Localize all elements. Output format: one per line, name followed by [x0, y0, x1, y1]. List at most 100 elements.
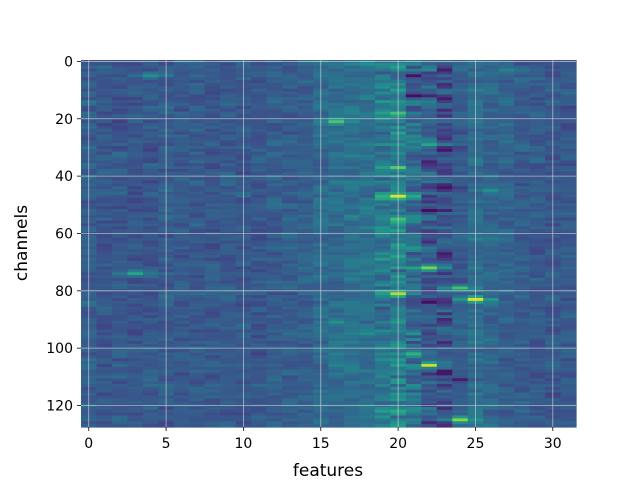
heatmap-cell: [204, 378, 221, 382]
heatmap-cell: [142, 100, 159, 104]
heatmap-cell: [111, 71, 129, 75]
heatmap-cell: [514, 82, 531, 87]
heatmap-cell: [359, 332, 376, 336]
heatmap-cell: [220, 223, 237, 227]
heatmap-cell: [204, 329, 221, 333]
heatmap-cell: [111, 363, 129, 368]
heatmap-cell: [483, 105, 500, 110]
heatmap-cell: [173, 128, 190, 133]
heatmap-cell: [498, 395, 515, 399]
heatmap-cell: [359, 220, 376, 225]
heatmap-cell: [142, 272, 159, 276]
heatmap-cell: [436, 254, 453, 259]
heatmap-cell: [96, 415, 113, 419]
heatmap-cell: [452, 292, 469, 296]
heatmap-cell: [142, 283, 159, 288]
heatmap-cell: [498, 191, 515, 196]
heatmap-cell: [529, 82, 546, 87]
heatmap-cell: [251, 194, 268, 199]
heatmap-cell: [514, 217, 531, 222]
heatmap-cell: [282, 148, 299, 153]
heatmap-cell: [220, 82, 237, 87]
heatmap-cell: [297, 249, 314, 253]
heatmap-cell: [251, 197, 268, 202]
heatmap-cell: [452, 125, 469, 130]
heatmap-cell: [189, 108, 206, 113]
heatmap-cell: [436, 88, 453, 93]
heatmap-cell: [297, 200, 314, 204]
heatmap-cell: [142, 137, 159, 141]
heatmap-cell: [204, 137, 221, 141]
heatmap-cell: [374, 88, 391, 93]
heatmap-cell: [173, 194, 190, 199]
heatmap-cell: [96, 203, 113, 207]
heatmap-cell: [142, 131, 159, 136]
heatmap-cell: [96, 363, 113, 368]
heatmap-cell: [359, 154, 376, 159]
heatmap-cell: [529, 148, 546, 153]
heatmap-cell: [498, 375, 515, 379]
heatmap-cell: [421, 343, 438, 348]
heatmap-cell: [483, 280, 500, 285]
heatmap-cell: [266, 254, 283, 259]
heatmap-cell: [142, 323, 159, 328]
heatmap-cell: [405, 372, 422, 376]
heatmap-cell: [266, 194, 283, 199]
heatmap-cell: [297, 194, 314, 199]
heatmap-cell: [266, 286, 283, 290]
heatmap-cell: [436, 280, 453, 285]
heatmap-cell: [127, 272, 144, 276]
heatmap-cell: [374, 340, 391, 345]
heatmap-cell: [127, 363, 144, 368]
heatmap-cell: [173, 189, 190, 193]
heatmap-cell: [421, 409, 438, 414]
heatmap-cell: [251, 203, 268, 207]
heatmap-cell: [483, 260, 500, 265]
heatmap-cell: [452, 114, 469, 118]
heatmap-cell: [328, 338, 345, 342]
heatmap-cell: [421, 209, 438, 213]
heatmap-cell: [297, 209, 314, 213]
heatmap-cell: [452, 226, 469, 230]
heatmap-cell: [111, 358, 129, 362]
heatmap-cell: [173, 74, 190, 78]
heatmap-cell: [436, 349, 453, 354]
heatmap-cell: [96, 82, 113, 87]
heatmap-cell: [405, 386, 422, 391]
heatmap-cell: [374, 315, 391, 319]
heatmap-cell: [560, 332, 577, 336]
heatmap-cell: [282, 415, 299, 419]
heatmap-cell: [343, 80, 361, 84]
heatmap-cell: [266, 217, 283, 222]
heatmap-cell: [266, 277, 283, 282]
heatmap-cell: [297, 125, 314, 130]
heatmap-cell: [142, 151, 159, 156]
heatmap-cell: [529, 332, 546, 336]
heatmap-cell: [328, 94, 345, 98]
heatmap-cell: [111, 194, 129, 199]
heatmap-cell: [111, 103, 129, 107]
heatmap-cell: [220, 269, 237, 273]
heatmap-cell: [374, 214, 391, 219]
heatmap-cell: [297, 128, 314, 133]
heatmap-cell: [405, 148, 422, 153]
heatmap-cell: [96, 260, 113, 265]
heatmap-cell: [282, 283, 299, 288]
heatmap-cell: [529, 249, 546, 253]
heatmap-cell: [514, 200, 531, 204]
heatmap-cell: [142, 160, 159, 164]
heatmap-cell: [127, 134, 144, 139]
heatmap-cell: [328, 283, 345, 288]
heatmap-cell: [452, 300, 469, 305]
heatmap-cell: [96, 229, 113, 233]
heatmap-cell: [560, 315, 577, 319]
heatmap-cell: [142, 355, 159, 359]
heatmap-cell: [111, 320, 129, 325]
heatmap-cell: [111, 326, 129, 331]
heatmap-cell: [483, 143, 500, 147]
heatmap-cell: [127, 303, 144, 308]
heatmap-cell: [359, 355, 376, 359]
heatmap-cell: [251, 143, 268, 147]
heatmap-cell: [282, 123, 299, 127]
heatmap-cell: [514, 160, 531, 164]
